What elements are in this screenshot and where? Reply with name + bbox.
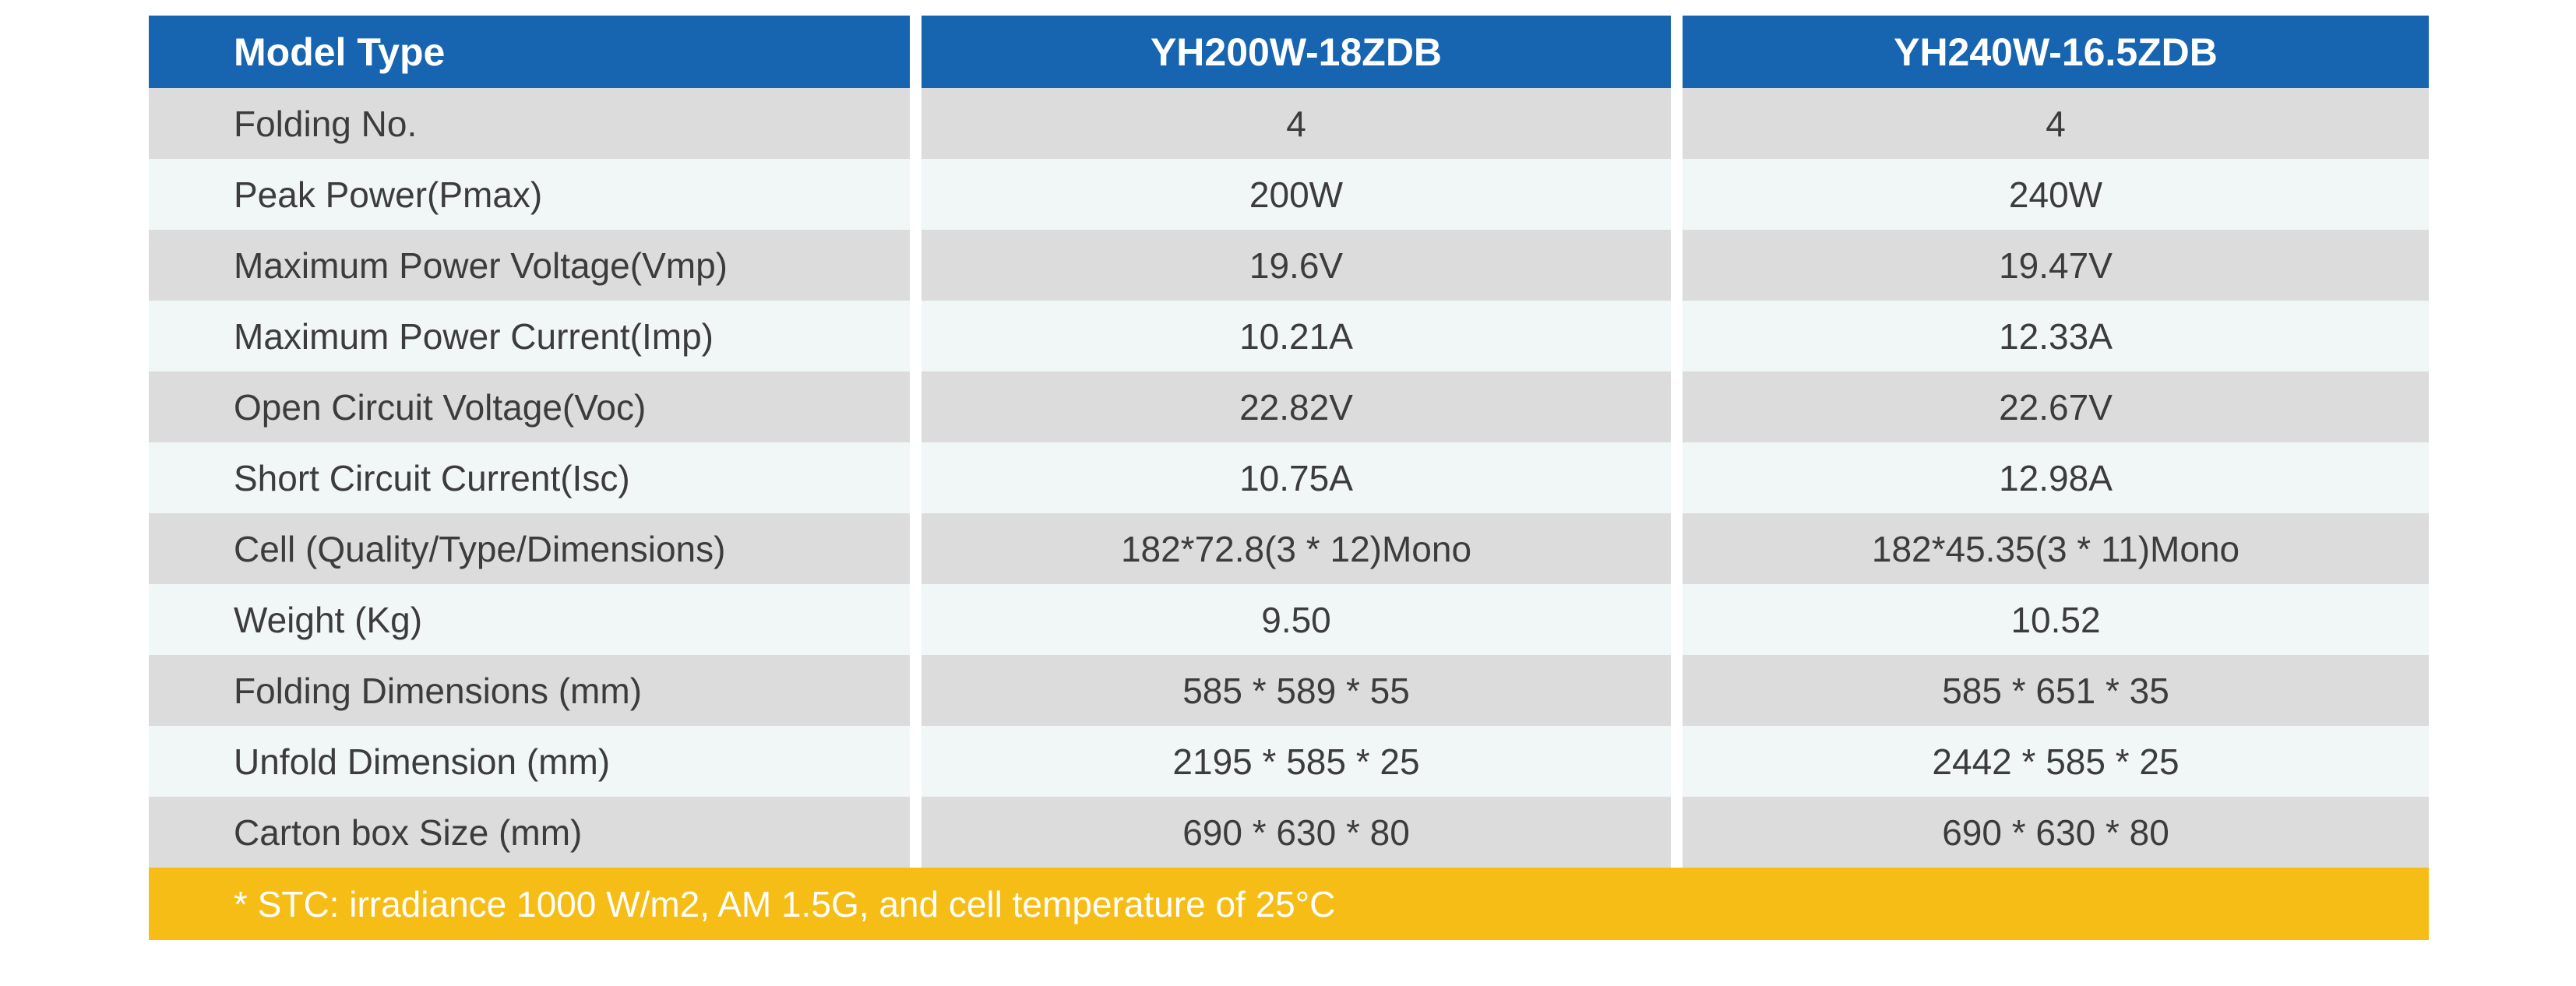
row-label: Open Circuit Voltage(Voc) xyxy=(149,372,910,442)
row-label: Maximum Power Current(Imp) xyxy=(149,301,910,372)
table-row: Maximum Power Current(Imp) 10.21A 12.33A xyxy=(149,301,2429,372)
row-value-model-2: 690 * 630 * 80 xyxy=(1683,797,2429,868)
row-value-model-1: 182*72.8(3 * 12)Mono xyxy=(922,513,1671,584)
table-row: Maximum Power Voltage(Vmp) 19.6V 19.47V xyxy=(149,230,2429,301)
table-row: Short Circuit Current(Isc) 10.75A 12.98A xyxy=(149,442,2429,513)
header-model-type: Model Type xyxy=(149,16,910,88)
row-value-model-1: 200W xyxy=(922,159,1671,230)
table-row: Unfold Dimension (mm) 2195 * 585 * 25 24… xyxy=(149,726,2429,797)
row-value-model-1: 19.6V xyxy=(922,230,1671,301)
table-row: Peak Power(Pmax) 200W 240W xyxy=(149,159,2429,230)
table-row: Folding Dimensions (mm) 585 * 589 * 55 5… xyxy=(149,655,2429,726)
row-label: Folding Dimensions (mm) xyxy=(149,655,910,726)
header-model-1: YH200W-18ZDB xyxy=(922,16,1671,88)
table-row: Folding No. 4 4 xyxy=(149,88,2429,159)
row-value-model-1: 10.21A xyxy=(922,301,1671,372)
row-value-model-2: 19.47V xyxy=(1683,230,2429,301)
spec-table: Model Type YH200W-18ZDB YH240W-16.5ZDB F… xyxy=(149,16,2429,940)
row-value-model-1: 4 xyxy=(922,88,1671,159)
stc-footnote: * STC: irradiance 1000 W/m2, AM 1.5G, an… xyxy=(149,868,2429,940)
row-label: Folding No. xyxy=(149,88,910,159)
row-value-model-2: 585 * 651 * 35 xyxy=(1683,655,2429,726)
row-value-model-2: 12.33A xyxy=(1683,301,2429,372)
row-label: Short Circuit Current(Isc) xyxy=(149,442,910,513)
row-value-model-1: 690 * 630 * 80 xyxy=(922,797,1671,868)
row-value-model-1: 9.50 xyxy=(922,584,1671,655)
row-value-model-2: 240W xyxy=(1683,159,2429,230)
row-label: Unfold Dimension (mm) xyxy=(149,726,910,797)
row-value-model-2: 182*45.35(3 * 11)Mono xyxy=(1683,513,2429,584)
row-value-model-2: 12.98A xyxy=(1683,442,2429,513)
table-row: Carton box Size (mm) 690 * 630 * 80 690 … xyxy=(149,797,2429,868)
header-model-2: YH240W-16.5ZDB xyxy=(1683,16,2429,88)
row-label: Weight (Kg) xyxy=(149,584,910,655)
row-value-model-1: 22.82V xyxy=(922,372,1671,442)
row-label: Peak Power(Pmax) xyxy=(149,159,910,230)
row-value-model-1: 2195 * 585 * 25 xyxy=(922,726,1671,797)
row-value-model-1: 10.75A xyxy=(922,442,1671,513)
table-header-row: Model Type YH200W-18ZDB YH240W-16.5ZDB xyxy=(149,16,2429,88)
table-row: Weight (Kg) 9.50 10.52 xyxy=(149,584,2429,655)
row-value-model-2: 10.52 xyxy=(1683,584,2429,655)
row-label: Maximum Power Voltage(Vmp) xyxy=(149,230,910,301)
table-row: Cell (Quality/Type/Dimensions) 182*72.8(… xyxy=(149,513,2429,584)
row-value-model-2: 4 xyxy=(1683,88,2429,159)
row-value-model-2: 22.67V xyxy=(1683,372,2429,442)
row-value-model-1: 585 * 589 * 55 xyxy=(922,655,1671,726)
table-row: Open Circuit Voltage(Voc) 22.82V 22.67V xyxy=(149,372,2429,442)
row-label: Carton box Size (mm) xyxy=(149,797,910,868)
row-label: Cell (Quality/Type/Dimensions) xyxy=(149,513,910,584)
row-value-model-2: 2442 * 585 * 25 xyxy=(1683,726,2429,797)
